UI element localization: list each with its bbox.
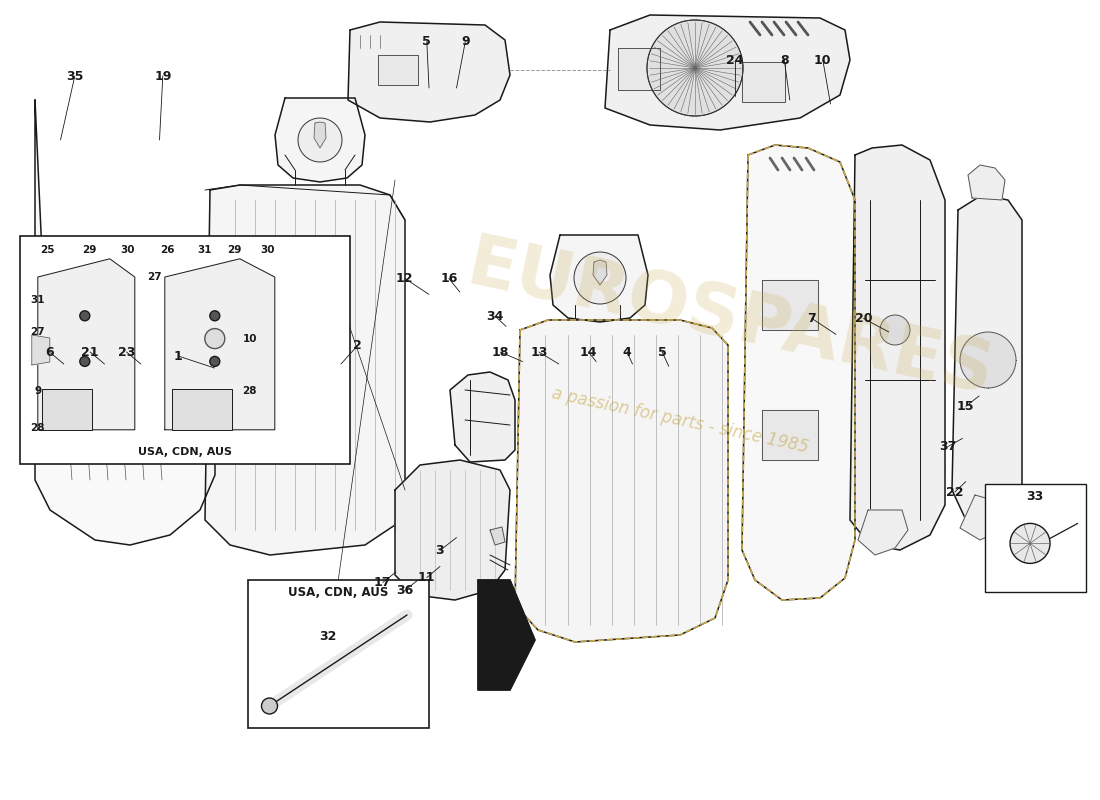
Text: 32: 32 bbox=[320, 630, 337, 642]
Polygon shape bbox=[952, 195, 1022, 525]
Text: 25: 25 bbox=[41, 245, 55, 254]
FancyBboxPatch shape bbox=[248, 580, 429, 728]
Text: 9: 9 bbox=[34, 386, 42, 396]
Polygon shape bbox=[275, 98, 365, 182]
Text: 35: 35 bbox=[66, 70, 84, 82]
Polygon shape bbox=[762, 410, 818, 460]
Text: 16: 16 bbox=[440, 272, 458, 285]
Text: 29: 29 bbox=[82, 245, 97, 254]
Polygon shape bbox=[850, 145, 945, 550]
Text: 36: 36 bbox=[396, 584, 414, 597]
Polygon shape bbox=[32, 335, 50, 365]
FancyBboxPatch shape bbox=[984, 484, 1086, 592]
Polygon shape bbox=[478, 580, 535, 690]
Polygon shape bbox=[37, 258, 135, 430]
Polygon shape bbox=[515, 320, 728, 642]
Text: 27: 27 bbox=[147, 272, 162, 282]
Text: 21: 21 bbox=[81, 346, 99, 358]
Polygon shape bbox=[395, 460, 510, 600]
Text: 12: 12 bbox=[396, 272, 414, 285]
Circle shape bbox=[80, 310, 90, 321]
Polygon shape bbox=[378, 55, 418, 85]
Polygon shape bbox=[348, 22, 510, 122]
Polygon shape bbox=[550, 235, 648, 322]
Text: 2: 2 bbox=[353, 339, 362, 352]
Circle shape bbox=[86, 398, 150, 462]
Text: 8: 8 bbox=[780, 54, 789, 66]
Text: 34: 34 bbox=[486, 310, 504, 322]
Text: 10: 10 bbox=[242, 334, 257, 344]
Text: 37: 37 bbox=[939, 440, 957, 453]
Text: 11: 11 bbox=[418, 571, 436, 584]
Text: 5: 5 bbox=[422, 35, 431, 48]
Text: 18: 18 bbox=[492, 346, 509, 358]
Text: 26: 26 bbox=[161, 245, 175, 254]
Text: 6: 6 bbox=[45, 346, 54, 358]
Text: 5: 5 bbox=[658, 346, 667, 358]
Circle shape bbox=[141, 293, 155, 307]
Polygon shape bbox=[35, 100, 214, 545]
Text: 14: 14 bbox=[580, 346, 597, 358]
FancyBboxPatch shape bbox=[20, 236, 350, 464]
Circle shape bbox=[574, 252, 626, 304]
Circle shape bbox=[80, 357, 90, 366]
Polygon shape bbox=[960, 495, 1010, 540]
Circle shape bbox=[262, 698, 277, 714]
Polygon shape bbox=[450, 372, 515, 462]
Text: 10: 10 bbox=[814, 54, 832, 66]
Text: 23: 23 bbox=[118, 346, 135, 358]
Text: 9: 9 bbox=[461, 35, 470, 48]
Text: 19: 19 bbox=[154, 70, 172, 82]
Polygon shape bbox=[762, 280, 818, 330]
Polygon shape bbox=[858, 510, 907, 555]
Circle shape bbox=[210, 310, 220, 321]
Polygon shape bbox=[165, 258, 275, 430]
Circle shape bbox=[205, 329, 224, 349]
Circle shape bbox=[210, 357, 220, 366]
Text: 13: 13 bbox=[530, 346, 548, 358]
Text: 7: 7 bbox=[807, 312, 816, 325]
Text: a passion for parts - since 1985: a passion for parts - since 1985 bbox=[550, 384, 810, 456]
Text: 22: 22 bbox=[946, 486, 964, 498]
Text: 30: 30 bbox=[261, 245, 275, 254]
Bar bbox=[172, 389, 232, 430]
Text: USA, CDN, AUS: USA, CDN, AUS bbox=[138, 447, 232, 457]
Circle shape bbox=[880, 315, 910, 345]
Text: 4: 4 bbox=[623, 346, 631, 358]
Polygon shape bbox=[968, 165, 1005, 200]
Text: 15: 15 bbox=[957, 400, 975, 413]
Text: EUROSPARES: EUROSPARES bbox=[461, 230, 1000, 410]
Text: 31: 31 bbox=[198, 245, 212, 254]
Text: 1: 1 bbox=[174, 350, 183, 362]
Polygon shape bbox=[593, 260, 607, 285]
Circle shape bbox=[298, 118, 342, 162]
Text: 31: 31 bbox=[31, 295, 45, 305]
Polygon shape bbox=[618, 48, 660, 90]
Polygon shape bbox=[742, 62, 785, 102]
Circle shape bbox=[647, 20, 742, 116]
Polygon shape bbox=[314, 122, 326, 148]
Text: 17: 17 bbox=[374, 576, 392, 589]
Circle shape bbox=[960, 332, 1016, 388]
Text: 28: 28 bbox=[242, 386, 257, 396]
Polygon shape bbox=[742, 145, 855, 600]
Text: 3: 3 bbox=[436, 544, 444, 557]
Text: 20: 20 bbox=[855, 312, 872, 325]
Text: 24: 24 bbox=[726, 54, 744, 66]
Text: 30: 30 bbox=[121, 245, 135, 254]
Circle shape bbox=[1010, 523, 1050, 563]
Polygon shape bbox=[605, 15, 850, 130]
Text: 29: 29 bbox=[228, 245, 242, 254]
Text: 27: 27 bbox=[31, 326, 45, 337]
Text: 28: 28 bbox=[31, 422, 45, 433]
Bar bbox=[42, 389, 91, 430]
Text: 33: 33 bbox=[1026, 490, 1044, 503]
Polygon shape bbox=[490, 527, 505, 545]
Polygon shape bbox=[205, 185, 405, 555]
Text: USA, CDN, AUS: USA, CDN, AUS bbox=[288, 586, 388, 598]
